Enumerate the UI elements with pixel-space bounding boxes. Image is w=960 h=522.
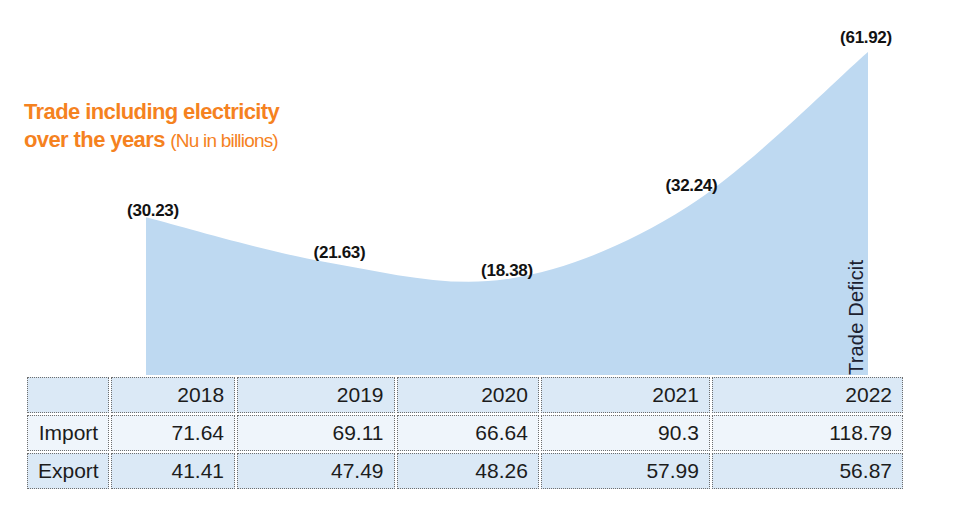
export-value-2020: 48.26 (397, 453, 539, 489)
deficit-point-label: (18.38) (447, 262, 567, 280)
deficit-point-label: (21.63) (280, 244, 400, 262)
import-value-2021: 90.3 (541, 415, 710, 451)
deficit-point-label: (61.92) (806, 29, 926, 47)
export-value-2022: 56.87 (712, 453, 903, 489)
trade-deficit-area-chart (0, 0, 960, 375)
trade-data-table: 2018 2019 2020 2021 2022 Import 71.64 69… (25, 375, 905, 491)
year-header-2020: 2020 (397, 377, 539, 413)
import-value-2020: 66.64 (397, 415, 539, 451)
row-label-import: Import (27, 415, 109, 451)
table-row-export: Export 41.41 47.49 48.26 57.99 56.87 (27, 453, 903, 489)
import-value-2018: 71.64 (111, 415, 235, 451)
year-header-2021: 2021 (541, 377, 710, 413)
export-value-2018: 41.41 (111, 453, 235, 489)
area-series-label: Trade Deficit (845, 249, 871, 375)
area-fill-shape (146, 52, 868, 375)
export-value-2021: 57.99 (541, 453, 710, 489)
infographic: Trade including electricity over the yea… (0, 0, 960, 522)
year-header-2018: 2018 (111, 377, 235, 413)
export-value-2019: 47.49 (237, 453, 394, 489)
row-label-export: Export (27, 453, 109, 489)
deficit-point-label: (32.24) (632, 177, 752, 195)
table-row-import: Import 71.64 69.11 66.64 90.3 118.79 (27, 415, 903, 451)
import-value-2019: 69.11 (237, 415, 394, 451)
year-header-2022: 2022 (712, 377, 903, 413)
table-header-row: 2018 2019 2020 2021 2022 (27, 377, 903, 413)
deficit-point-label: (30.23) (93, 202, 213, 220)
import-value-2022: 118.79 (712, 415, 903, 451)
table-corner-cell (27, 377, 109, 413)
year-header-2019: 2019 (237, 377, 394, 413)
